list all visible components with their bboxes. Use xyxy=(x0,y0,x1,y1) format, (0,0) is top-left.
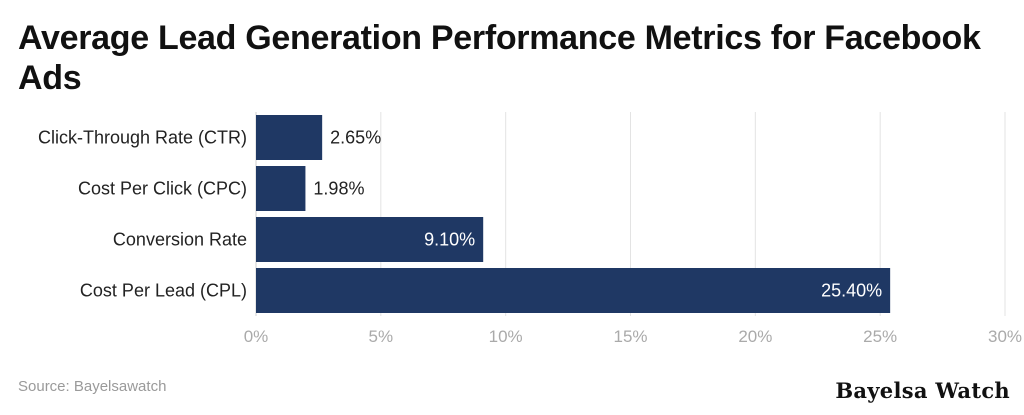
x-axis: 0% 5% 10% 15% 20% 25% 30% xyxy=(244,327,1022,346)
x-tick-label: 15% xyxy=(613,327,647,346)
data-label: 9.10% xyxy=(424,230,475,250)
data-label: 25.40% xyxy=(821,281,882,301)
source-note: Source: Bayelsawatch xyxy=(18,378,167,395)
x-tick-label: 20% xyxy=(738,327,772,346)
bar xyxy=(256,115,323,160)
category-label: Click-Through Rate (CTR) xyxy=(38,128,247,148)
bar xyxy=(256,268,891,313)
data-label: 1.98% xyxy=(313,179,364,199)
brand-logo: Bayelsa Watch xyxy=(835,378,1010,403)
bar xyxy=(256,217,484,262)
category-label: Conversion Rate xyxy=(113,230,247,250)
x-tick-label: 10% xyxy=(489,327,523,346)
bar-chart: Click-Through Rate (CTR) 2.65% Cost Per Cl… xyxy=(38,112,1022,346)
bar xyxy=(256,166,306,211)
x-tick-label: 30% xyxy=(988,327,1022,346)
x-tick-label: 5% xyxy=(369,327,394,346)
x-tick-label: 25% xyxy=(863,327,897,346)
category-label: Cost Per Click (CPC) xyxy=(78,179,247,199)
category-label: Cost Per Lead (CPL) xyxy=(80,281,247,301)
x-tick-label: 0% xyxy=(244,327,269,346)
data-label: 2.65% xyxy=(330,128,381,148)
chart-title: Average Lead Generation Performance Metr… xyxy=(18,19,981,97)
label-layer: Click-Through Rate (CTR) 2.65% Cost Per Cl… xyxy=(38,128,882,301)
bar-layer xyxy=(256,115,891,313)
